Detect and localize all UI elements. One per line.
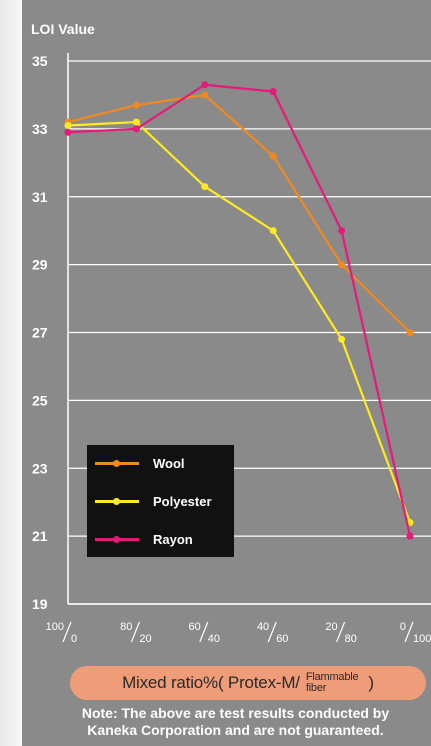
disclaimer-line-2: Kaneka Corporation and are not guarantee… <box>87 722 384 738</box>
x-tick-top: 100 <box>46 621 64 633</box>
legend-swatch <box>95 459 139 467</box>
data-point-rayon <box>132 125 140 133</box>
x-tick-bottom: 20 <box>139 633 151 645</box>
legend-label: Rayon <box>153 531 193 547</box>
x-tick-slash <box>336 621 346 643</box>
data-point-rayon <box>269 88 277 96</box>
x-axis-label-prefix: Mixed ratio%( Protex-M/ <box>122 673 300 692</box>
data-point-wool <box>132 101 140 109</box>
disclaimer-note: Note: The above are test results conduct… <box>40 705 431 739</box>
legend-label: Polyester <box>153 493 212 509</box>
legend-item-wool: Wool <box>95 453 185 473</box>
data-point-wool <box>406 329 414 336</box>
legend-label: Wool <box>153 455 185 471</box>
x-axis-label-fraction: Flammable fiber <box>306 672 359 694</box>
x-tick-top: 80 <box>120 621 132 633</box>
x-tick-slash <box>199 621 209 643</box>
x-tick-top: 60 <box>189 621 201 633</box>
x-tick-top: 20 <box>325 621 337 633</box>
x-tick-bottom: 100 <box>413 633 431 645</box>
x-tick-label: 0 100 <box>400 621 431 645</box>
chart-legend: Wool Polyester Rayon <box>87 445 234 557</box>
data-point-rayon <box>201 81 209 89</box>
legend-marker <box>113 535 120 543</box>
y-tick-label: 33 <box>32 121 48 137</box>
x-tick-slash <box>130 621 140 643</box>
x-tick-label: 80 20 <box>120 621 152 645</box>
x-tick-bottom: 80 <box>345 633 357 645</box>
x-tick-bottom: 0 <box>71 633 77 645</box>
x-axis-label-suffix: ) <box>368 673 374 692</box>
legend-marker <box>113 497 120 505</box>
series-line-wool <box>67 93 411 334</box>
y-tick-label: 21 <box>32 528 48 544</box>
x-tick-label: 100 0 <box>46 621 77 645</box>
y-tick-label: 31 <box>32 189 48 205</box>
x-tick-label: 60 40 <box>189 621 221 645</box>
data-point-polyester <box>132 118 140 126</box>
legend-item-rayon: Rayon <box>95 529 193 549</box>
legend-marker <box>113 459 120 467</box>
data-point-polyester <box>269 227 277 235</box>
legend-swatch <box>95 497 139 505</box>
y-axis-label: LOI Value <box>31 21 95 37</box>
y-tick-label: 23 <box>32 460 48 476</box>
x-axis-label-frac-bottom: fiber <box>305 682 327 694</box>
x-tick-slash <box>404 621 414 643</box>
data-point-rayon <box>406 532 414 540</box>
data-point-rayon <box>338 227 346 235</box>
y-tick-label: 19 <box>32 596 48 612</box>
disclaimer-line-1: Note: The above are test results conduct… <box>81 705 390 721</box>
data-point-rayon <box>64 128 72 136</box>
x-tick-top: 40 <box>257 621 269 633</box>
series-line-polyester <box>67 120 412 523</box>
x-axis-label: Mixed ratio%( Protex-M/ Flammable fiber … <box>70 666 426 700</box>
legend-item-polyester: Polyester <box>95 491 212 511</box>
x-tick-bottom: 60 <box>276 633 288 645</box>
x-tick-slash <box>62 621 72 643</box>
data-point-wool <box>338 261 346 269</box>
data-point-polyester <box>338 335 346 343</box>
data-point-polyester <box>64 121 72 129</box>
y-tick-label: 27 <box>32 325 48 341</box>
legend-swatch <box>95 535 139 543</box>
x-tick-label: 40 60 <box>257 621 289 645</box>
x-axis-label-frac-top: Flammable <box>305 671 359 683</box>
x-tick-slash <box>267 621 277 643</box>
y-tick-label: 29 <box>32 257 48 273</box>
data-point-wool <box>269 152 277 160</box>
left-margin-strip <box>0 0 22 746</box>
x-tick-top: 0 <box>400 621 406 633</box>
data-point-polyester <box>201 183 209 191</box>
y-tick-label: 25 <box>32 392 48 408</box>
data-point-wool <box>201 91 209 99</box>
y-tick-label: 35 <box>32 53 48 69</box>
x-tick-bottom: 40 <box>208 633 220 645</box>
series-line-rayon <box>67 83 412 537</box>
